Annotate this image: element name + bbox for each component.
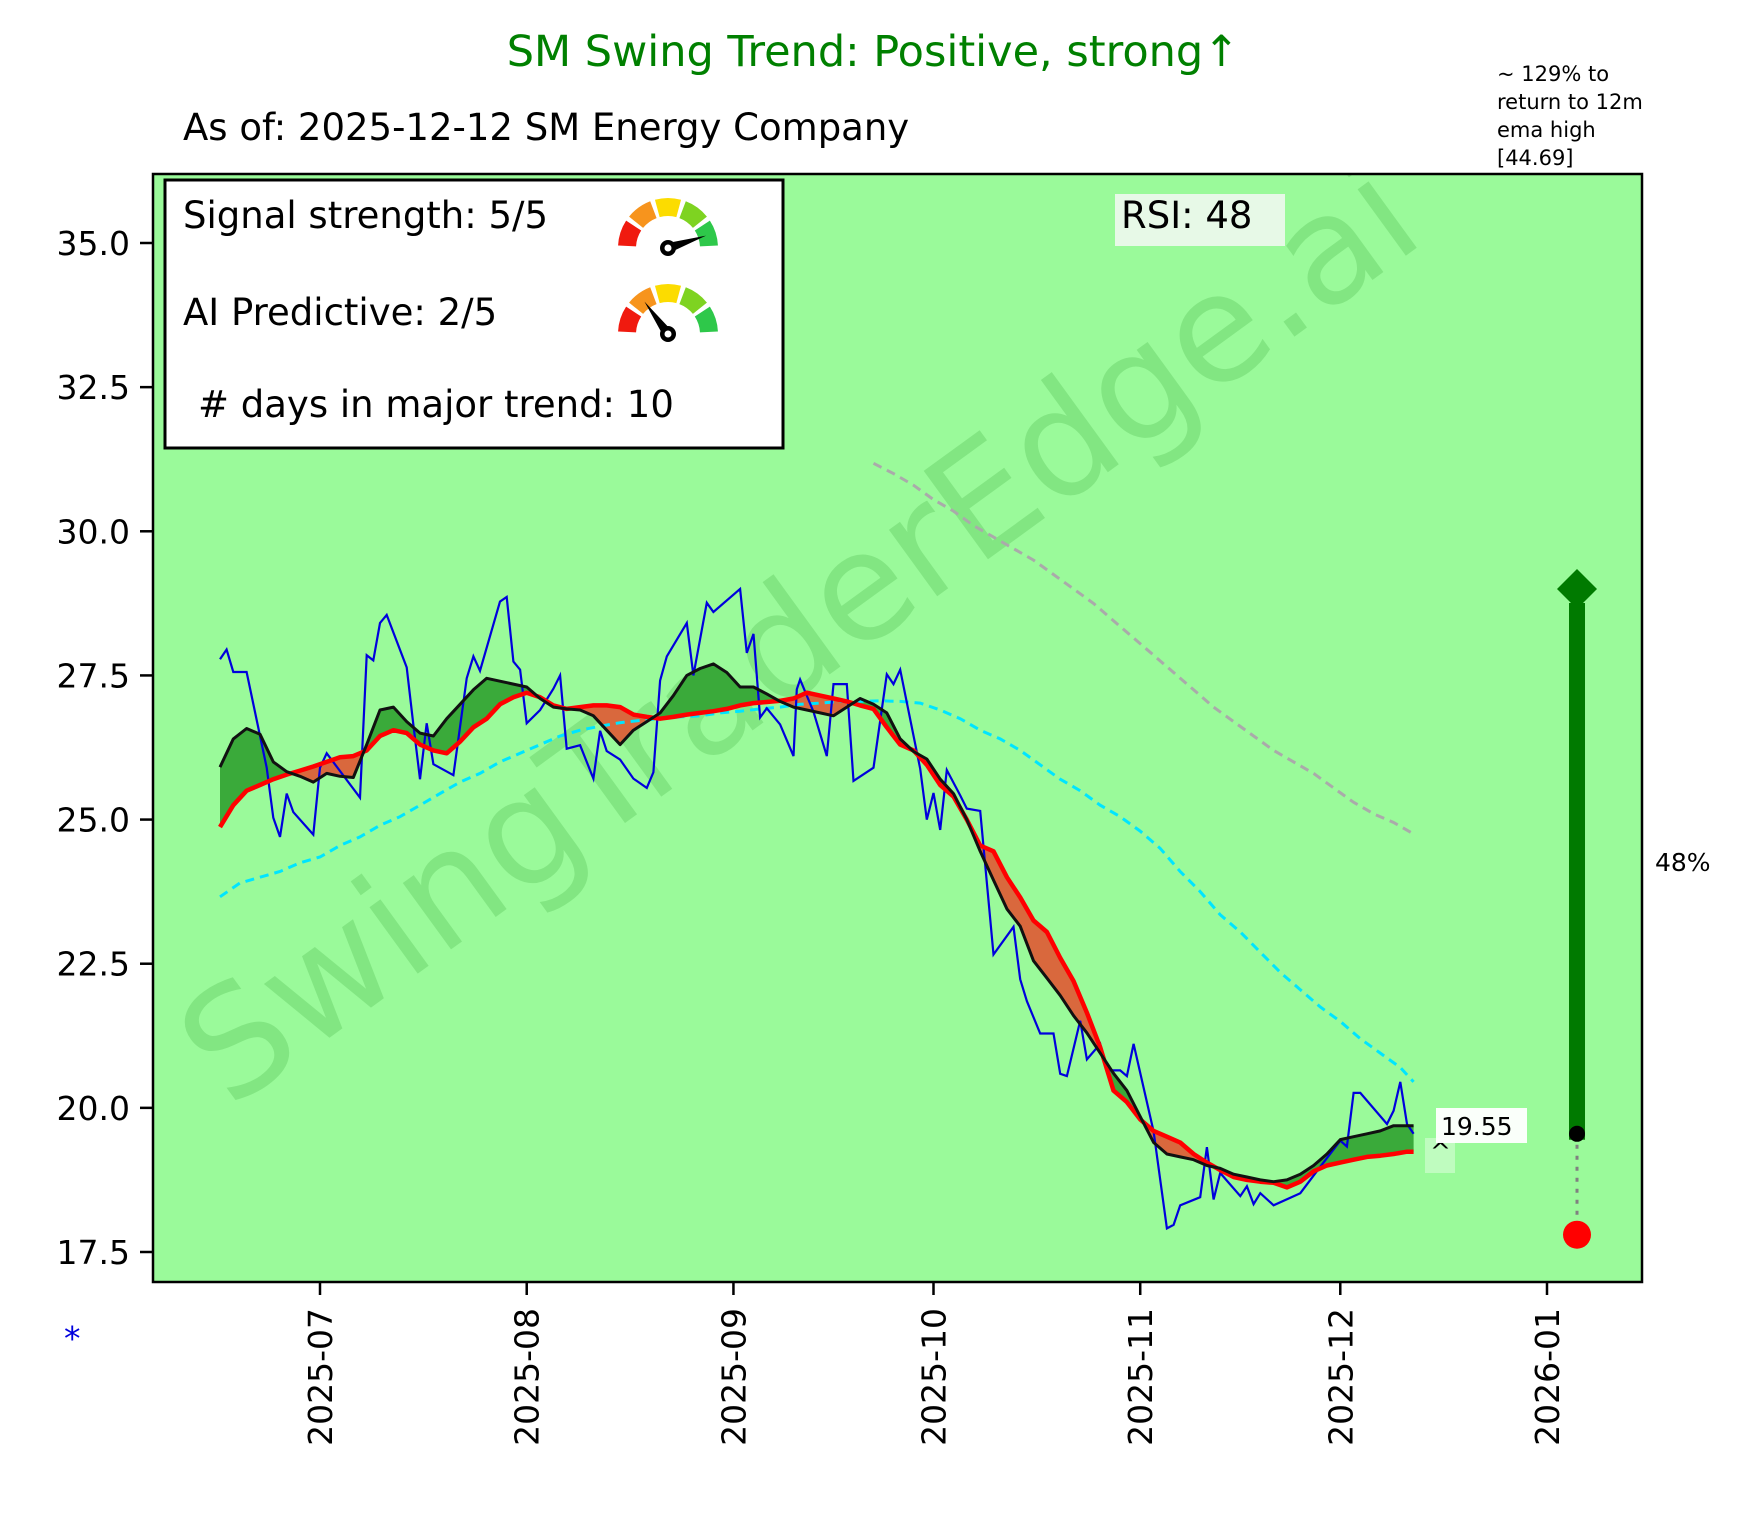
caret-marker: ^ (1430, 1137, 1451, 1166)
y-tick-label: 22.5 (57, 945, 130, 984)
last-price-tag: ^ 19.55 (1425, 1108, 1527, 1173)
plot-frame (151, 172, 1644, 1284)
fast-ema-line (218, 662, 1414, 1184)
y-tick-label: 35.0 (57, 224, 130, 263)
last-price-label: 19.55 (1441, 1112, 1513, 1141)
gauge-segment (654, 198, 682, 218)
bearish-fill (966, 819, 1104, 1059)
gauge-segment (694, 220, 718, 247)
gauge-segment (618, 220, 642, 247)
y-tick-label: 27.5 (57, 656, 130, 695)
series-lines (218, 461, 1415, 1231)
mid-ema-line (219, 699, 1415, 1083)
legend-box: Signal strength: 5/5 AI Predictive: 2/5 … (163, 178, 785, 450)
days-in-trend-label: # days in major trend: 10 (198, 383, 674, 426)
rsi-box: RSI: 48 (1115, 194, 1285, 246)
x-tick-label: 2025-11 (1121, 1308, 1160, 1446)
x-tick-label: 2025-10 (915, 1308, 954, 1446)
ema-note-line: ema high (1497, 118, 1596, 142)
bullish-fill (220, 728, 292, 828)
footnote-marker: * (64, 1319, 81, 1358)
bullish-fill (1215, 1125, 1414, 1188)
gauge-hub-center (664, 330, 672, 338)
target-arrow-head-icon (1557, 568, 1598, 609)
signal-gauge-icon (618, 198, 718, 256)
rsi-label: RSI: 48 (1121, 194, 1252, 237)
y-tick-label: 17.5 (57, 1233, 130, 1272)
ema-note-line: [44.69] (1497, 146, 1574, 170)
ema-note: ~ 129% to return to 12m ema high [44.69] (1497, 62, 1643, 170)
chart-subtitle: As of: 2025-12-12 SM Energy Company (183, 106, 909, 149)
ema-note-line: ~ 129% to (1497, 62, 1609, 86)
gauge-segment (618, 306, 642, 333)
ai-gauge-icon (618, 284, 718, 342)
x-tick-label: 2025-08 (508, 1308, 547, 1446)
y-tick-label: 25.0 (57, 801, 130, 840)
gauge-segment (679, 287, 707, 314)
gauge-hub-center (664, 244, 672, 252)
close-price-line (219, 586, 1415, 1231)
target-annotation (1557, 568, 1598, 1249)
x-tick-label: 2025-12 (1321, 1308, 1360, 1446)
gauge-segment (679, 201, 707, 228)
y-tick-label: 20.0 (57, 1089, 130, 1128)
x-tick-label: 2026-01 (1528, 1308, 1567, 1446)
bearish-fill (1142, 1121, 1216, 1168)
slow-ema-line (218, 690, 1414, 1190)
arrow-percent-label: 48% (1655, 848, 1711, 877)
downside-dot (1563, 1220, 1592, 1249)
ema-note-line: return to 12m (1497, 90, 1643, 114)
x-axis: 2025-07 2025-08 2025-09 2025-10 2025-11 2025-… (301, 1282, 1567, 1446)
y-axis: 17.5 20.0 22.5 25.0 27.5 30.0 32.5 35.0 (57, 224, 153, 1272)
gauge-segment (654, 284, 682, 304)
current-price-dot (1569, 1125, 1586, 1142)
signal-strength-label: Signal strength: 5/5 (183, 194, 548, 237)
x-tick-label: 2025-07 (301, 1308, 340, 1446)
ema-fills (220, 663, 1414, 1188)
gauge-segment (694, 306, 718, 333)
ai-predictive-label: AI Predictive: 2/5 (183, 291, 497, 334)
y-tick-label: 30.0 (57, 512, 130, 551)
x-tick-label: 2025-09 (714, 1308, 753, 1446)
gauge-needle (666, 235, 707, 253)
bearish-fill (291, 751, 364, 783)
chart-title: SM Swing Trend: Positive, strong↑ (507, 27, 1240, 77)
bullish-fill (652, 663, 780, 719)
long-ema-line (872, 461, 1415, 836)
gauge-segment (629, 201, 657, 228)
y-tick-label: 32.5 (57, 368, 130, 407)
